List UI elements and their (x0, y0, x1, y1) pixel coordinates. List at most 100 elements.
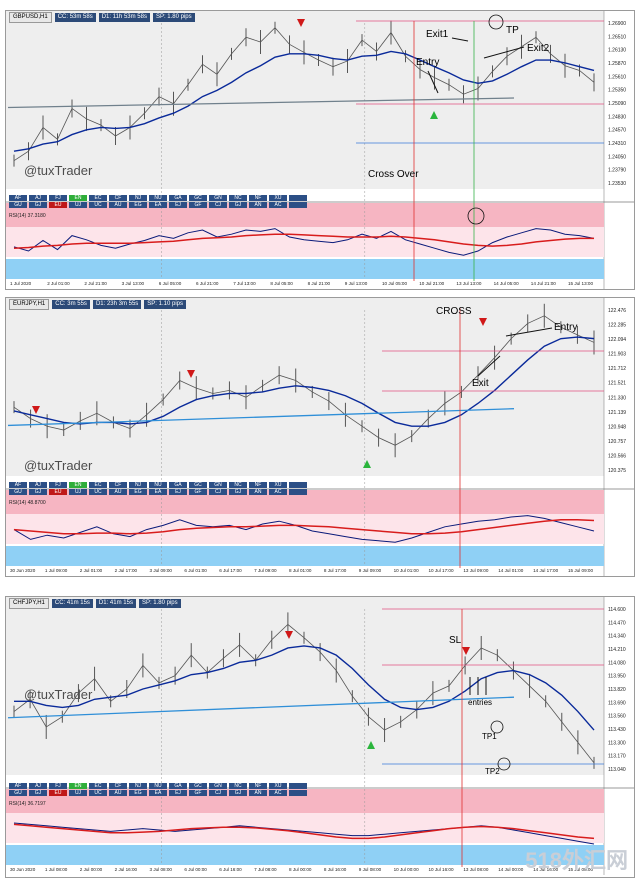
pair-tab[interactable]: NJ (129, 482, 147, 488)
pair-tab[interactable]: EU (49, 202, 67, 208)
price-tick-label: 120.757 (608, 439, 626, 445)
pair-tab[interactable] (289, 489, 307, 495)
pair-tab[interactable]: GC (189, 783, 207, 789)
pair-tab[interactable]: GJ (229, 202, 247, 208)
pair-tab[interactable]: GN (209, 195, 227, 201)
pair-tab[interactable]: NJ (129, 195, 147, 201)
pair-tab[interactable] (289, 482, 307, 488)
pair-tab[interactable]: XU (269, 482, 287, 488)
pair-tab[interactable]: EJ (169, 202, 187, 208)
pair-tab[interactable] (289, 783, 307, 789)
pair-tab[interactable]: NU (149, 482, 167, 488)
pair-tab[interactable] (289, 202, 307, 208)
pair-tab[interactable]: GF (189, 489, 207, 495)
pair-tab[interactable]: AF (9, 195, 27, 201)
pair-tab[interactable]: FJ (49, 482, 67, 488)
pair-tab[interactable]: GC (189, 482, 207, 488)
pair-tab[interactable]: CF (109, 195, 127, 201)
pair-tab[interactable]: CJ (209, 790, 227, 796)
pair-tab[interactable]: CF (109, 482, 127, 488)
chart-canvas-chfjpy[interactable]: 114.600 114.470 114.340 114.210 114.080 113.9… (6, 597, 634, 877)
pair-tab[interactable]: AN (249, 489, 267, 495)
pair-tab[interactable]: NC (229, 783, 247, 789)
pair-tab[interactable]: GA (169, 482, 187, 488)
pair-tab[interactable]: NJ (129, 783, 147, 789)
pair-tab[interactable]: NU (149, 195, 167, 201)
pair-tab[interactable]: FJ (49, 195, 67, 201)
pair-tab[interactable]: EG (129, 489, 147, 495)
pair-tab[interactable]: FJ (49, 783, 67, 789)
pair-tab[interactable]: AC (269, 202, 287, 208)
pair-tab[interactable]: UC (89, 790, 107, 796)
pair-tab[interactable]: EG (129, 790, 147, 796)
pair-tab[interactable]: GN (209, 482, 227, 488)
symbol-label[interactable]: GBPUSD,H1 (9, 12, 52, 23)
pair-tab[interactable]: GA (169, 195, 187, 201)
pair-tab[interactable]: EJ (169, 489, 187, 495)
pair-tab[interactable]: GA (169, 783, 187, 789)
pair-tab[interactable]: XU (269, 783, 287, 789)
pair-tab[interactable]: AF (9, 482, 27, 488)
pair-tab[interactable]: EU (49, 790, 67, 796)
pair-tab[interactable]: GU (9, 202, 27, 208)
pair-tab[interactable]: AN (249, 202, 267, 208)
pair-tab[interactable]: NF (249, 482, 267, 488)
pair-tab[interactable]: NC (229, 195, 247, 201)
pair-tab[interactable]: AJ (29, 482, 47, 488)
pair-tab[interactable]: GJ (229, 489, 247, 495)
pair-tab[interactable]: AN (249, 790, 267, 796)
pair-tab[interactable]: AJ (29, 195, 47, 201)
pair-tab[interactable]: AF (9, 783, 27, 789)
pair-tab[interactable]: AC (269, 489, 287, 495)
pair-tab[interactable] (289, 195, 307, 201)
symbol-label[interactable]: CHFJPY,H1 (9, 598, 49, 609)
pair-tab[interactable]: EC (89, 482, 107, 488)
time-tick-label: 9 Jul 13:00 (345, 281, 368, 286)
pair-tab[interactable]: GU (9, 790, 27, 796)
pair-tab[interactable]: GC (189, 195, 207, 201)
time-tick-label: 14 Jul 16:00 (533, 867, 558, 872)
pair-tab[interactable]: EC (89, 783, 107, 789)
pair-tab[interactable]: EA (149, 202, 167, 208)
pair-tab[interactable]: CJ (209, 202, 227, 208)
pair-tab[interactable]: EG (129, 202, 147, 208)
pair-tab[interactable]: AU (109, 202, 127, 208)
pair-tab[interactable] (289, 790, 307, 796)
pair-tab[interactable]: UJ (69, 202, 87, 208)
pair-tab[interactable]: EU (49, 489, 67, 495)
pair-tab[interactable]: AC (269, 790, 287, 796)
pair-tab[interactable]: NF (249, 783, 267, 789)
price-tick-label: 121.903 (608, 352, 626, 358)
pair-tab[interactable]: EC (89, 195, 107, 201)
pair-tab[interactable]: GJ (29, 790, 47, 796)
pair-tab[interactable]: AJ (29, 783, 47, 789)
pair-tab[interactable]: CJ (209, 489, 227, 495)
pair-tab[interactable]: UJ (69, 489, 87, 495)
pair-tab[interactable]: AU (109, 790, 127, 796)
pair-tab[interactable]: NC (229, 482, 247, 488)
pair-tab[interactable]: NF (249, 195, 267, 201)
pair-tab[interactable]: UC (89, 489, 107, 495)
pair-tab[interactable]: EN (69, 783, 87, 789)
pair-tab[interactable]: GF (189, 790, 207, 796)
pair-tab[interactable]: GN (209, 783, 227, 789)
pair-tab[interactable]: UC (89, 202, 107, 208)
pair-tab[interactable]: AU (109, 489, 127, 495)
pair-tab[interactable]: NU (149, 783, 167, 789)
symbol-label[interactable]: EURJPY,H1 (9, 299, 50, 310)
chart-canvas-eurjpy[interactable]: 122.476 122.285 122.094 121.903 121.712 121.5… (6, 298, 634, 576)
pair-tab[interactable]: EA (149, 489, 167, 495)
pair-tab[interactable]: GJ (229, 790, 247, 796)
pair-tab[interactable]: EJ (169, 790, 187, 796)
pair-tab[interactable]: EN (69, 482, 87, 488)
pair-tab[interactable]: EA (149, 790, 167, 796)
pair-tab[interactable]: GJ (29, 202, 47, 208)
pair-tab[interactable]: XU (269, 195, 287, 201)
pair-tab[interactable]: CF (109, 783, 127, 789)
pair-tab[interactable]: GJ (29, 489, 47, 495)
price-tick-label: 121.139 (608, 410, 626, 416)
pair-tab[interactable]: GF (189, 202, 207, 208)
pair-tab[interactable]: EN (69, 195, 87, 201)
pair-tab[interactable]: UJ (69, 790, 87, 796)
pair-tab[interactable]: GU (9, 489, 27, 495)
